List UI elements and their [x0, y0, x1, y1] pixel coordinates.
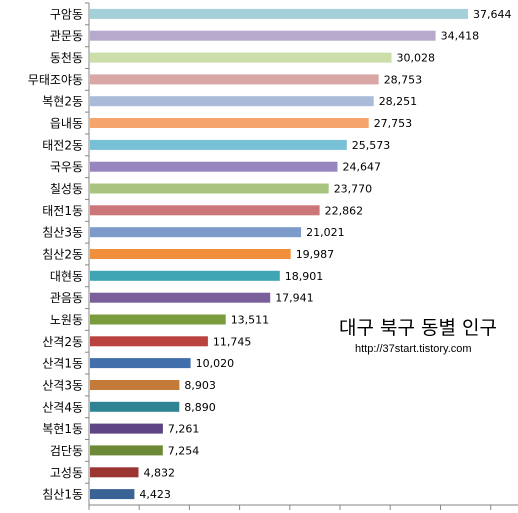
category-label-2: 동천동	[50, 50, 83, 65]
value-label-8: 23,770	[334, 183, 373, 196]
value-label-20: 7,254	[168, 444, 200, 457]
category-label-6: 태전2동	[42, 138, 83, 152]
value-label-17: 8,903	[184, 379, 216, 392]
value-label-5: 27,753	[374, 117, 413, 130]
bar-7	[90, 161, 338, 172]
category-label-11: 침산2동	[42, 248, 83, 262]
category-label-5: 읍내동	[50, 117, 83, 131]
category-labels: 구암동관문동동천동무태조야동복현2동읍내동태전2동국우동칠성동태전1동침산3동침…	[28, 7, 83, 501]
bar-14	[90, 314, 226, 325]
value-label-15: 11,745	[213, 335, 252, 348]
value-label-16: 10,020	[196, 357, 235, 370]
y-axis-ticks	[85, 2, 89, 484]
bar-15	[90, 336, 208, 347]
category-label-4: 복현2동	[42, 95, 83, 109]
category-label-0: 구암동	[50, 7, 83, 21]
value-label-7: 24,647	[343, 161, 382, 174]
bar-18	[90, 401, 180, 412]
category-label-22: 침산1동	[42, 488, 83, 502]
category-label-9: 태전1동	[42, 204, 83, 218]
category-label-13: 관음동	[50, 291, 83, 305]
value-label-1: 34,418	[441, 30, 480, 43]
category-label-1: 관문동	[50, 29, 83, 43]
value-label-9: 22,862	[325, 204, 364, 217]
category-label-14: 노원동	[50, 313, 83, 327]
value-label-0: 37,644	[473, 8, 512, 21]
value-label-19: 7,261	[168, 423, 200, 436]
bar-6	[90, 139, 347, 150]
source-url: http://37start.tistory.com	[355, 343, 472, 355]
category-label-7: 국우동	[50, 160, 83, 174]
value-label-6: 25,573	[352, 139, 391, 152]
bar-1	[90, 30, 436, 41]
bar-10	[90, 227, 302, 238]
category-label-16: 산격1동	[42, 357, 83, 371]
bar-22	[90, 489, 135, 500]
bar-8	[90, 183, 329, 194]
x-axis-ticks	[88, 505, 492, 510]
bar-3	[90, 74, 379, 85]
value-label-18: 8,890	[184, 401, 216, 414]
value-label-4: 28,251	[379, 95, 418, 108]
bar-9	[90, 205, 320, 216]
bar-11	[90, 249, 291, 259]
bar-12	[90, 270, 280, 281]
bar-13	[90, 292, 271, 303]
category-label-8: 칠성동	[50, 182, 83, 196]
chart-overlay-title: 대구 북구 동별 인구	[339, 317, 497, 339]
bar-21	[90, 467, 139, 478]
category-label-18: 산격4동	[42, 400, 83, 414]
value-label-13: 17,941	[275, 292, 314, 305]
category-label-17: 산격3동	[42, 379, 83, 393]
bar-2	[90, 52, 392, 63]
bars	[90, 8, 468, 500]
value-label-22: 4,423	[139, 488, 171, 501]
bar-17	[90, 380, 180, 390]
category-label-3: 무태조야동	[28, 73, 83, 87]
value-label-10: 21,021	[306, 226, 345, 239]
category-label-15: 산격2동	[42, 335, 83, 349]
bar-19	[90, 423, 163, 434]
value-labels: 37,644 34,418 30,028 28,753 28,251 27,753 25,5…	[139, 8, 511, 501]
category-label-20: 검단동	[50, 444, 83, 458]
bar-5	[90, 118, 369, 128]
category-label-21: 고성동	[50, 466, 83, 480]
value-label-11: 19,987	[296, 248, 335, 261]
bar-4	[90, 96, 374, 107]
bar-0	[90, 8, 468, 19]
bar-20	[90, 445, 163, 456]
value-label-3: 28,753	[384, 73, 423, 86]
category-label-10: 침산3동	[42, 226, 83, 240]
value-label-21: 4,832	[144, 466, 176, 479]
value-label-14: 13,511	[231, 314, 270, 327]
bar-16	[90, 358, 191, 369]
value-label-2: 30,028	[397, 52, 436, 65]
value-label-12: 18,901	[285, 270, 324, 283]
category-label-12: 대현동	[50, 269, 83, 283]
category-label-19: 복현1동	[42, 422, 83, 436]
